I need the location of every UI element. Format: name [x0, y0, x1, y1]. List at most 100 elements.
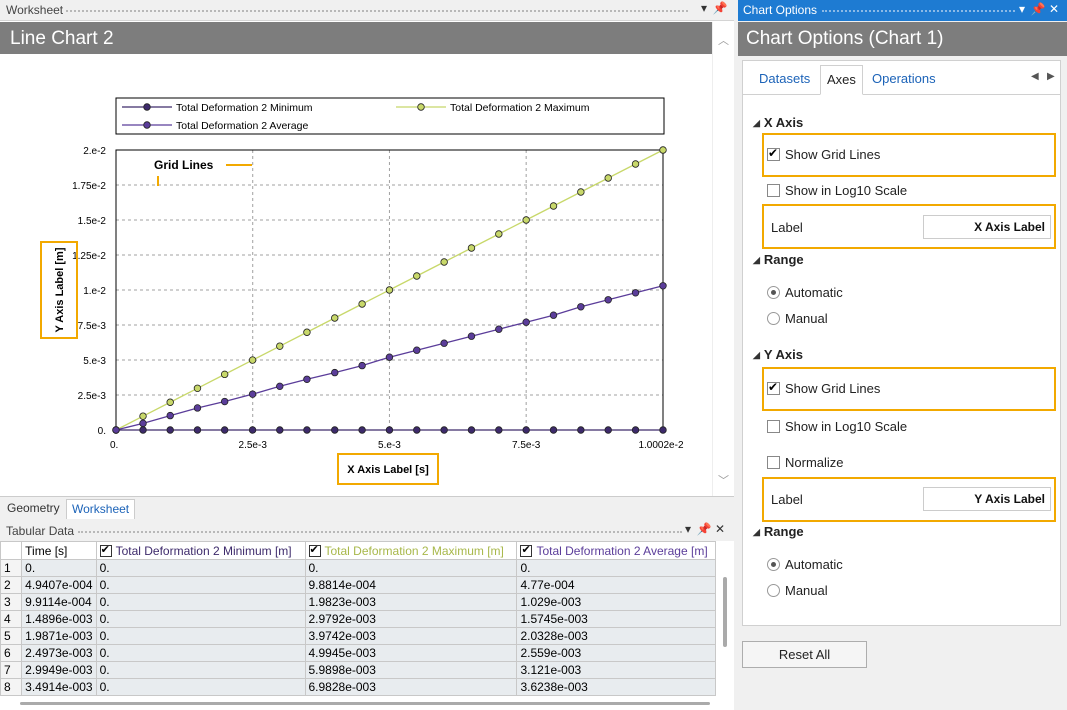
scroll-up-icon[interactable]: ︿ — [718, 35, 729, 47]
dropdown-icon[interactable]: ▾ — [684, 522, 692, 536]
column-visible-checkbox[interactable] — [99, 543, 112, 557]
scroll-thumb[interactable] — [723, 577, 727, 647]
collapse-triangle-icon[interactable]: ◢ — [753, 527, 760, 537]
table-cell: 0. — [95, 576, 306, 594]
table-cell: 1.9823e-003 — [304, 593, 518, 611]
tab-datasets[interactable]: Datasets — [759, 71, 811, 86]
checkbox-unchecked[interactable] — [767, 456, 780, 469]
table-row[interactable]: 4 1.4896e-003 0. 2.9792e-003 1.5745e-003 — [0, 610, 716, 628]
checkbox-checked[interactable] — [767, 146, 780, 161]
data-point — [220, 426, 229, 434]
radio-unselected[interactable] — [767, 584, 780, 597]
scroll-down-icon[interactable]: ﹀ — [718, 475, 729, 487]
dropdown-icon[interactable]: ▾ — [700, 1, 708, 15]
radio-unselected[interactable] — [767, 312, 780, 325]
reset-all-button[interactable]: Reset All — [742, 641, 867, 668]
tabular-pane-title: Tabular Data — [6, 524, 75, 538]
x-range-manual-radio[interactable]: Manual — [767, 311, 828, 326]
data-point — [413, 272, 421, 280]
radio-label: Manual — [785, 583, 828, 598]
table-cell: 3.121e-003 — [516, 661, 716, 679]
table-cell: 2.4973e-003 — [21, 644, 97, 662]
tab-axes[interactable]: Axes — [820, 65, 863, 95]
column-header-minimum[interactable]: Total Deformation 2 Minimum [m] — [95, 541, 306, 560]
x-axis-section-header[interactable]: ◢ X Axis — [753, 115, 803, 130]
data-point — [577, 188, 585, 196]
table-cell: 5.9898e-003 — [304, 661, 518, 679]
y-range-automatic-radio[interactable]: Automatic — [767, 557, 843, 572]
row-number-cell: 6 — [0, 644, 23, 662]
column-visible-checkbox[interactable] — [520, 543, 533, 557]
collapse-triangle-icon[interactable]: ◢ — [753, 118, 760, 128]
table-cell: 4.9945e-003 — [304, 644, 518, 662]
x-tick-label: 1.0002e-2 — [638, 440, 683, 451]
table-row[interactable]: 2 4.9407e-004 0. 9.8814e-004 4.77e-004 — [0, 576, 716, 594]
checkbox-unchecked[interactable] — [767, 184, 780, 197]
x-axis-label-input[interactable]: X Axis Label — [923, 215, 1051, 239]
y-show-grid-lines-checkbox[interactable]: Show Grid Lines — [767, 380, 880, 396]
checkbox-unchecked[interactable] — [767, 420, 780, 433]
x-axis-label-highlight — [337, 453, 439, 485]
collapse-triangle-icon[interactable]: ◢ — [753, 255, 760, 265]
table-cell: 0. — [95, 661, 306, 679]
tab-worksheet[interactable]: Worksheet — [66, 499, 136, 519]
radio-selected[interactable] — [767, 558, 780, 571]
table-hscrollbar[interactable] — [0, 697, 716, 710]
x-range-section-title: Range — [763, 252, 804, 267]
data-point — [166, 398, 174, 406]
column-header-average[interactable]: Total Deformation 2 Average [m] — [516, 541, 716, 560]
radio-selected[interactable] — [767, 286, 780, 299]
close-icon[interactable]: ✕ — [714, 522, 726, 536]
x-axis-label: X Axis Label [s] — [347, 464, 429, 476]
close-icon[interactable]: ✕ — [1048, 2, 1060, 16]
table-row[interactable]: 1 0. 0. 0. 0. — [0, 559, 716, 577]
y-range-manual-radio[interactable]: Manual — [767, 583, 828, 598]
y-range-section-header[interactable]: ◢ Range — [753, 524, 804, 539]
column-visible-checkbox[interactable] — [308, 543, 321, 557]
scroll-thumb[interactable] — [20, 702, 710, 705]
tab-geometry[interactable]: Geometry — [7, 501, 60, 515]
data-point — [522, 318, 530, 326]
y-show-log10-checkbox[interactable]: Show in Log10 Scale — [767, 419, 907, 434]
y-axis-label-input[interactable]: Y Axis Label — [923, 487, 1051, 511]
table-row[interactable]: 3 9.9114e-004 0. 1.9823e-003 1.029e-003 — [0, 593, 716, 611]
y-axis-section-header[interactable]: ◢ Y Axis — [753, 347, 803, 362]
pin-icon[interactable]: 📌 — [712, 1, 728, 15]
chevron-right-icon[interactable]: ▶ — [1047, 71, 1055, 82]
y-normalize-checkbox[interactable]: Normalize — [767, 455, 844, 470]
table-row[interactable]: 7 2.9949e-003 0. 5.9898e-003 3.121e-003 — [0, 661, 716, 679]
x-range-automatic-radio[interactable]: Automatic — [767, 285, 843, 300]
table-cell: 6.9828e-003 — [304, 678, 518, 696]
tab-operations[interactable]: Operations — [872, 71, 936, 86]
table-row[interactable]: 8 3.4914e-003 0. 6.9828e-003 3.6238e-003 — [0, 678, 716, 696]
dropdown-icon[interactable]: ▾ — [1018, 2, 1026, 16]
collapse-triangle-icon[interactable]: ◢ — [753, 350, 760, 360]
chart-options-header: Chart Options (Chart 1) — [738, 22, 1067, 56]
highlight-y-grid — [762, 367, 1056, 411]
data-point — [495, 426, 503, 434]
y-tick-label: 2.5e-3 — [78, 391, 107, 402]
pin-icon[interactable]: 📌 — [696, 522, 712, 536]
table-cell: 2.559e-003 — [516, 644, 716, 662]
pin-icon[interactable]: 📌 — [1030, 2, 1046, 16]
x-show-grid-lines-checkbox[interactable]: Show Grid Lines — [767, 146, 881, 162]
table-row[interactable]: 6 2.4973e-003 0. 4.9945e-003 2.559e-003 — [0, 644, 716, 662]
column-header-maximum[interactable]: Total Deformation 2 Maximum [m] — [304, 541, 518, 560]
series-layer — [112, 146, 667, 434]
x-show-log10-checkbox[interactable]: Show in Log10 Scale — [767, 183, 907, 198]
data-point — [440, 339, 448, 347]
y-tick-label: 5.e-3 — [83, 356, 106, 367]
data-point — [577, 303, 585, 311]
data-point — [495, 230, 503, 238]
worksheet-vscrollbar[interactable]: ︿ ﹀ — [712, 22, 734, 496]
column-header-time[interactable]: Time [s] — [21, 541, 97, 560]
table-row[interactable]: 5 1.9871e-003 0. 3.9742e-003 2.0328e-003 — [0, 627, 716, 645]
chevron-left-icon[interactable]: ◀ — [1031, 71, 1039, 82]
data-point — [385, 353, 394, 361]
x-range-section-header[interactable]: ◢ Range — [753, 252, 804, 267]
checkbox-label: Show Grid Lines — [785, 147, 881, 162]
radio-label: Manual — [785, 311, 828, 326]
table-vscrollbar[interactable] — [716, 541, 734, 696]
chart-card: 0. 2.5e-3 5.e-3 7.5e-3 1.0002e-2 0. 2.5e-3 5.e-… — [30, 66, 688, 496]
checkbox-checked[interactable] — [767, 380, 780, 395]
